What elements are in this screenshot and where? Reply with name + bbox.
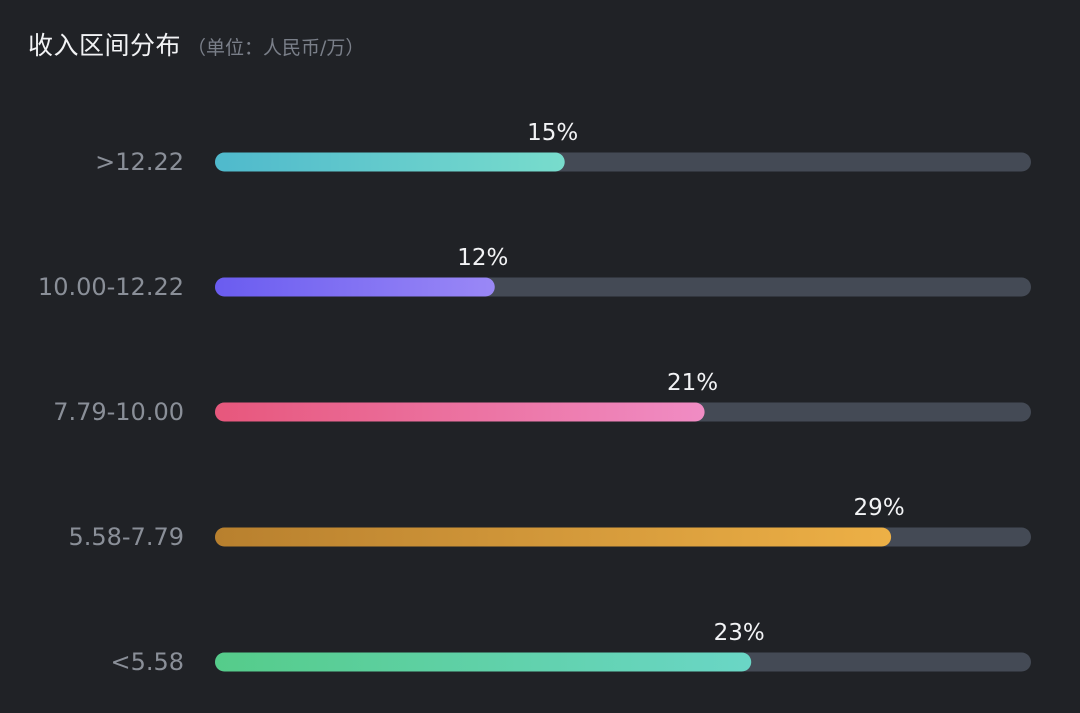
bar-fill [215,652,752,672]
category-label: <5.58 [110,648,184,676]
bar-row: 5.58-7.79 29% [68,495,1031,551]
category-label: 10.00-12.22 [38,273,184,301]
category-label: >12.22 [95,148,184,176]
bar-row: <5.58 23% [110,620,1031,676]
percent-label: 15% [527,120,578,146]
category-label: 7.79-10.00 [53,398,184,426]
bar-fill [215,527,892,547]
percent-label: 23% [714,620,765,646]
bar-fill [215,277,495,297]
percent-label: 21% [667,370,718,396]
chart-title-group: 收入区间分布 （单位：人民币/万） [28,26,364,66]
bar-fill [215,402,705,422]
bar-row: 7.79-10.00 21% [53,370,1031,426]
category-label: 5.58-7.79 [68,523,184,551]
chart-title: 收入区间分布 [28,31,182,60]
percent-label: 12% [457,245,508,271]
chart-unit-label: （单位：人民币/万） [187,37,365,59]
bar-row: 10.00-12.22 12% [38,245,1031,301]
percent-label: 29% [854,495,905,521]
bar-row: >12.22 15% [95,120,1031,176]
bar-fill [215,152,565,172]
